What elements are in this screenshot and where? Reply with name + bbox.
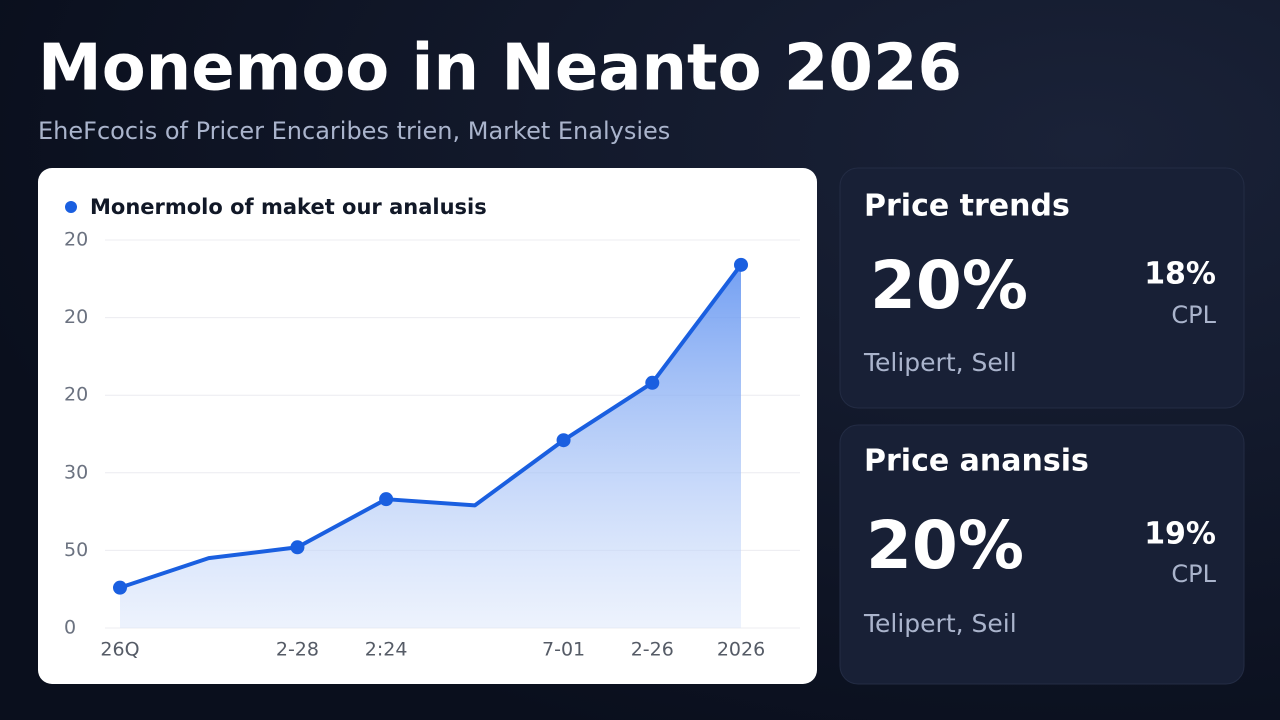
point: [113, 580, 127, 595]
card-caption: Telipert, Seil: [863, 609, 1017, 638]
x-tick-label: 2026: [717, 639, 765, 661]
area: [120, 264, 741, 628]
point: [645, 375, 660, 390]
point: [290, 540, 305, 555]
card-value: 20%: [866, 507, 1024, 584]
card-side-label: CPL: [1171, 301, 1216, 329]
x-tick-label: 7-01: [542, 639, 585, 661]
y-tick-label: 50: [64, 539, 88, 561]
x-tick-label: 26Q: [100, 639, 139, 661]
card-title: Price anansis: [864, 444, 1089, 479]
card-side-label: CPL: [1171, 560, 1216, 588]
y-tick-label: 20: [64, 384, 88, 406]
card-title: Price trends: [864, 189, 1070, 224]
x-tick-label: 2-26: [631, 639, 674, 661]
x-tick-label: 2:24: [365, 639, 408, 661]
y-tick-label: 0: [64, 617, 76, 639]
point: [734, 257, 748, 272]
legend-label: Monermolo of maket our analusis: [90, 195, 487, 219]
line: [119, 263, 743, 590]
card-side-value: 18%: [1144, 257, 1216, 292]
stat-card: [839, 167, 1245, 409]
page-subtitle: EheFcocis of Pricer Encaribes trien, Mar…: [38, 117, 670, 145]
legend-dot: [65, 201, 77, 213]
y-tick-label: 30: [64, 461, 88, 483]
page-title: Monemoo in Neanto 2026: [38, 32, 962, 106]
x-tick-label: 2-28: [276, 639, 319, 661]
stat-card: [839, 424, 1245, 685]
y-tick-label: 20: [64, 306, 88, 328]
y-tick-label: 20: [64, 229, 88, 251]
point: [556, 433, 571, 448]
point: [379, 492, 394, 507]
card-side-value: 19%: [1144, 517, 1216, 552]
card-caption: Telipert, Sell: [863, 348, 1017, 377]
card-value: 20%: [870, 247, 1028, 324]
